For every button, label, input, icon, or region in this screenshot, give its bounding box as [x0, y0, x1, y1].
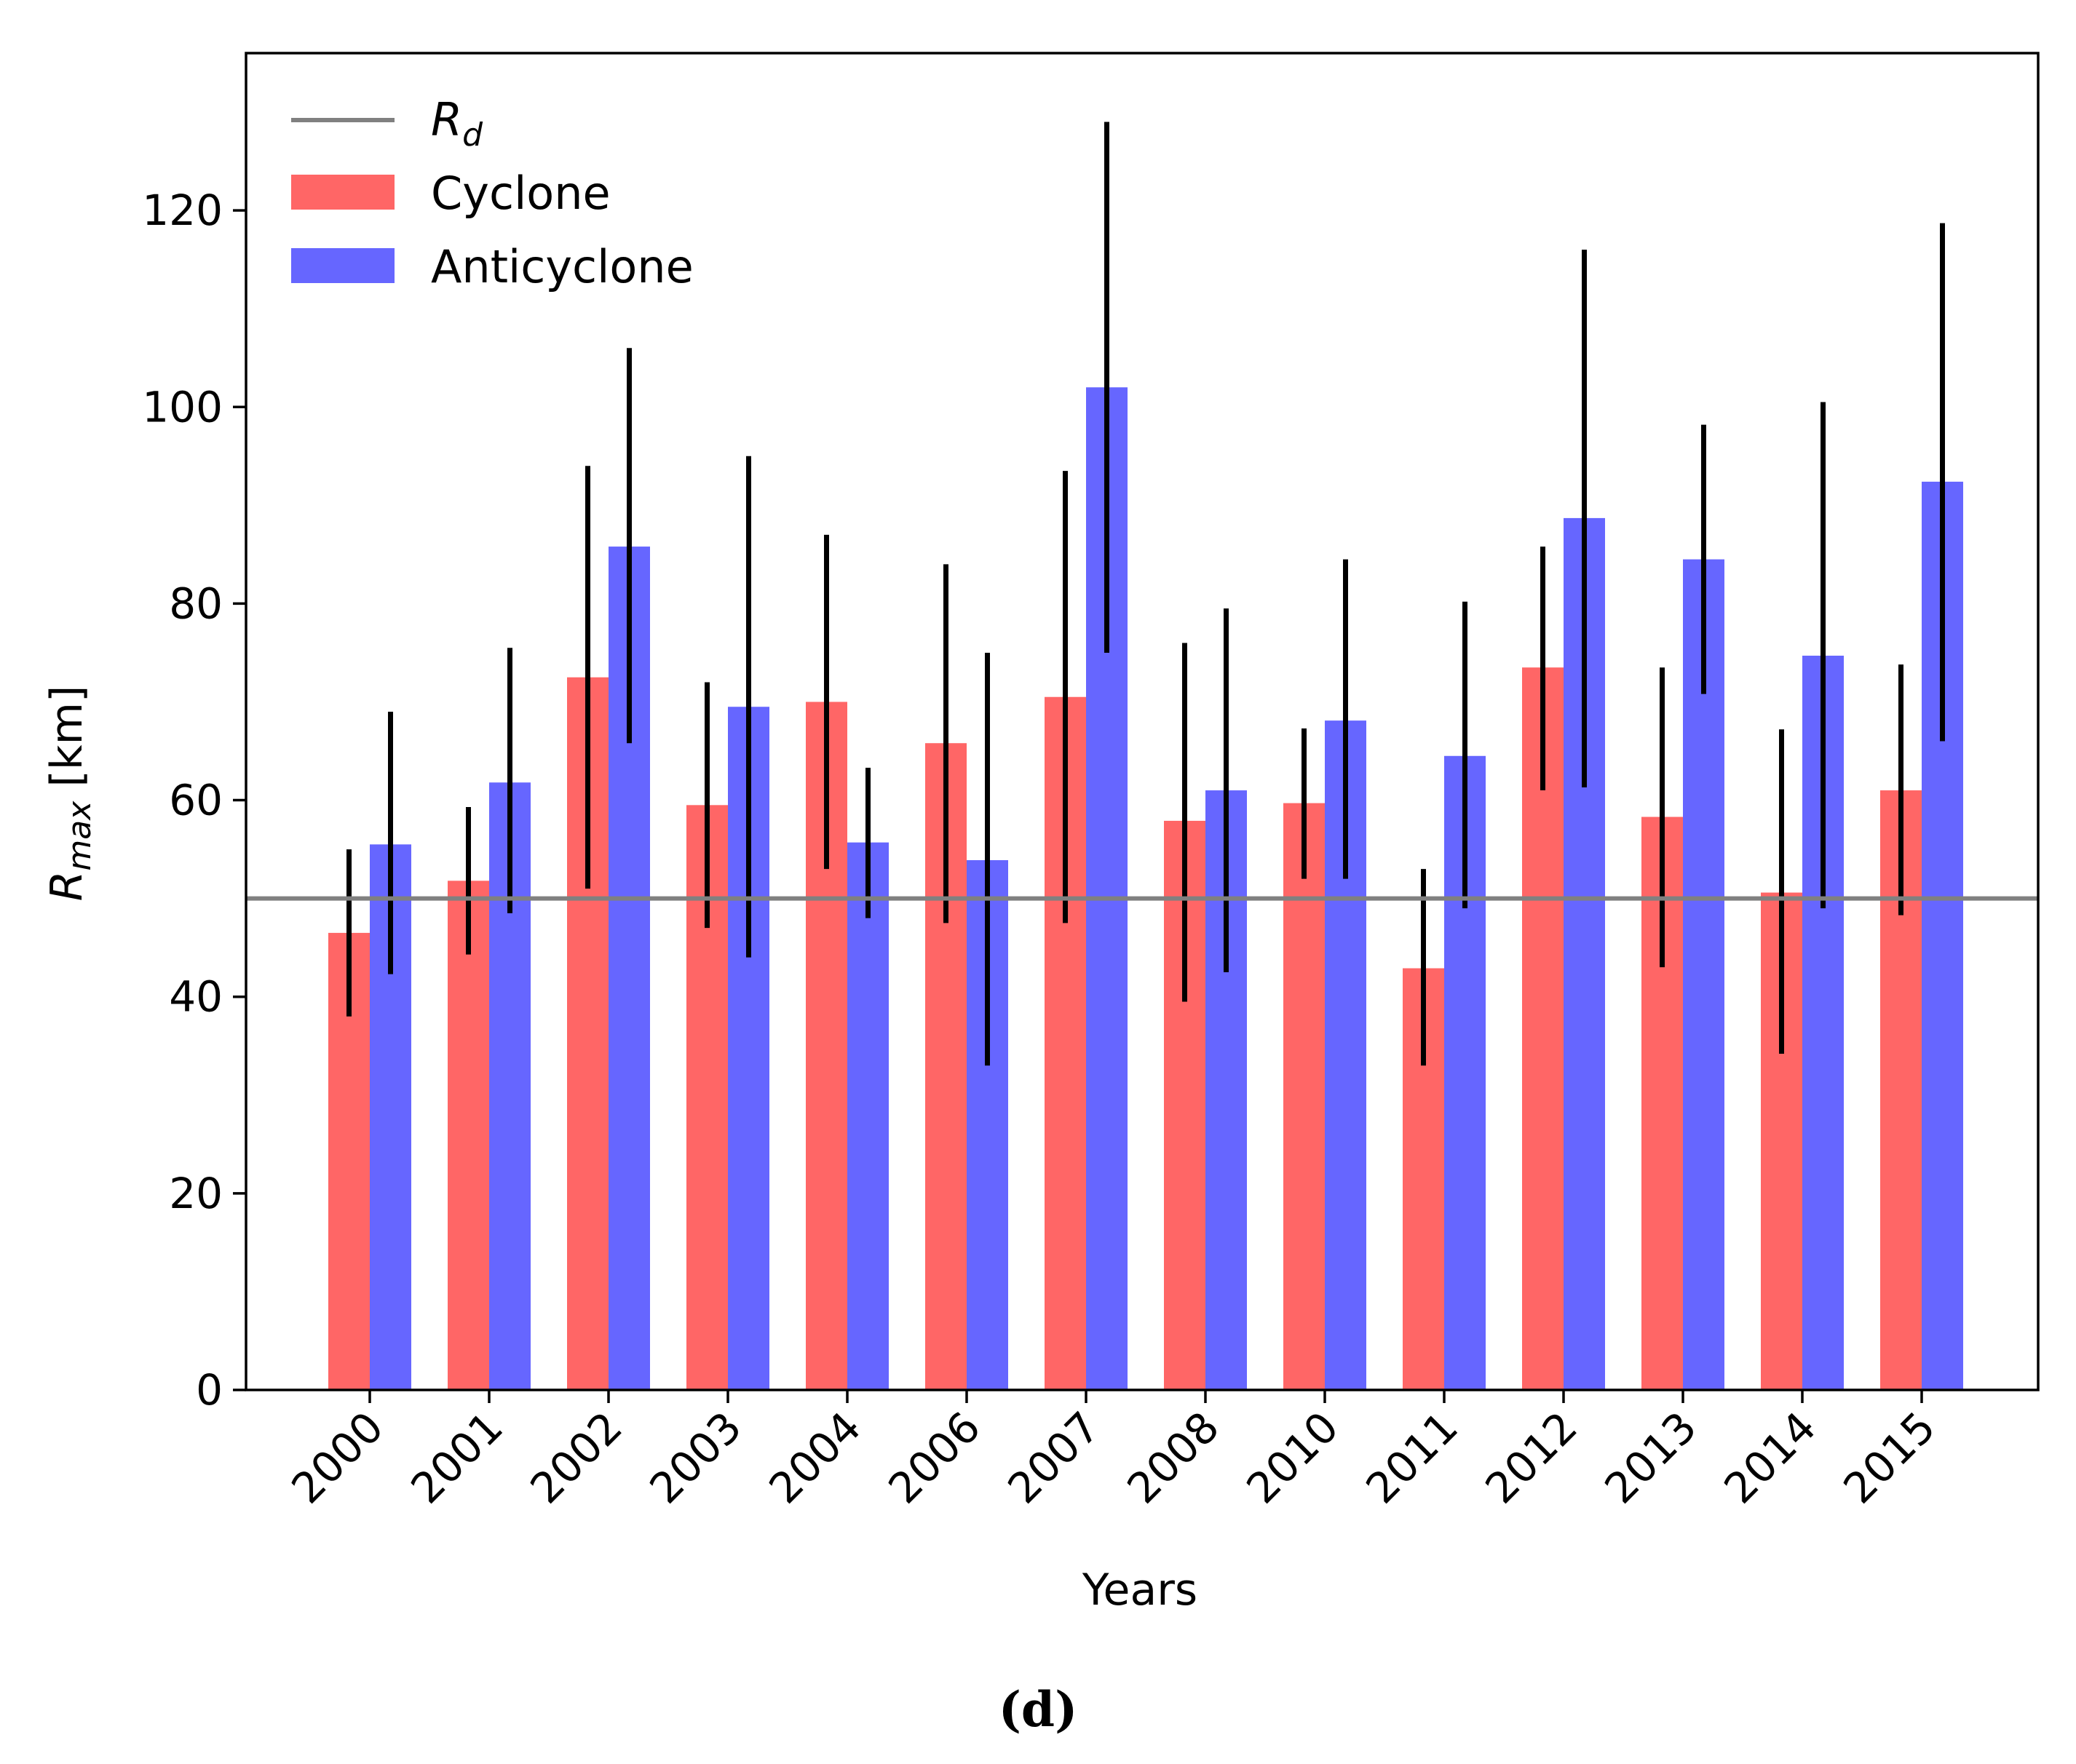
- x-tick-label-2014: 2014: [1714, 1402, 1825, 1513]
- cyclone-bar-2001: [448, 881, 489, 1390]
- y-tick-label-120: 120: [142, 186, 223, 235]
- legend-cyclone-swatch: [291, 175, 395, 210]
- legend-anticyclone-label: Anticyclone: [431, 240, 694, 293]
- legend-anticyclone-swatch: [291, 248, 395, 283]
- x-axis-ticks: 2000 2001 2002 2003 2004 2006 2007 2008 2010 2011…: [282, 1390, 1945, 1513]
- x-tick-label-2008: 2008: [1117, 1402, 1228, 1513]
- x-tick-label-2012: 2012: [1475, 1402, 1586, 1513]
- bars-layer: [328, 387, 1963, 1391]
- figure-caption: (d): [999, 1681, 1078, 1738]
- x-tick-label-2015: 2015: [1834, 1402, 1944, 1513]
- x-tick-label-2004: 2004: [759, 1402, 870, 1513]
- y-tick-label-0: 0: [196, 1365, 223, 1415]
- x-tick-label-2006: 2006: [879, 1402, 989, 1513]
- x-axis-label: Years: [1082, 1565, 1197, 1616]
- x-tick-label-2003: 2003: [640, 1402, 750, 1513]
- y-tick-label-60: 60: [169, 776, 223, 825]
- x-tick-label-2013: 2013: [1595, 1402, 1705, 1513]
- plot-frame: [245, 52, 2040, 1391]
- y-tick-label-100: 100: [142, 382, 223, 432]
- anticyclone-bar-2004: [847, 842, 889, 1390]
- x-tick-label-2007: 2007: [998, 1402, 1109, 1513]
- x-tick-label-2010: 2010: [1237, 1402, 1347, 1513]
- x-tick-label-2000: 2000: [282, 1402, 392, 1513]
- y-tick-label-80: 80: [169, 579, 223, 628]
- anticyclone-bar-2013: [1683, 559, 1724, 1390]
- cyclone-bar-2010: [1283, 803, 1325, 1390]
- x-tick-label-2001: 2001: [401, 1402, 512, 1513]
- x-tick-label-2011: 2011: [1356, 1402, 1467, 1513]
- legend: Rd Cyclone Anticyclone: [291, 93, 694, 293]
- x-tick-label-2002: 2002: [520, 1402, 631, 1513]
- y-tick-label-20: 20: [169, 1169, 223, 1218]
- y-tick-label-40: 40: [169, 972, 223, 1022]
- y-axis-ticks: 0 20 40 60 80 100 120: [142, 186, 246, 1415]
- legend-rd-label: Rd: [431, 93, 483, 154]
- legend-cyclone-label: Cyclone: [431, 167, 611, 220]
- y-axis-label: Rmax [km]: [41, 686, 98, 902]
- error-bars-layer: [346, 122, 1945, 1066]
